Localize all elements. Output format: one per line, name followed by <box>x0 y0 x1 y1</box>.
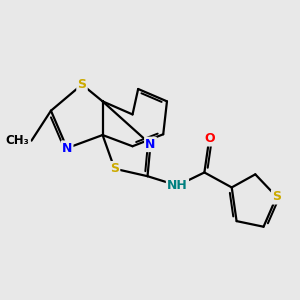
Text: N: N <box>62 142 72 154</box>
Text: NH: NH <box>167 179 188 192</box>
Text: N: N <box>145 138 156 151</box>
Text: CH₃: CH₃ <box>6 134 30 147</box>
Text: O: O <box>204 132 214 145</box>
Text: S: S <box>110 162 119 175</box>
Text: S: S <box>272 190 281 203</box>
Text: S: S <box>77 78 86 91</box>
